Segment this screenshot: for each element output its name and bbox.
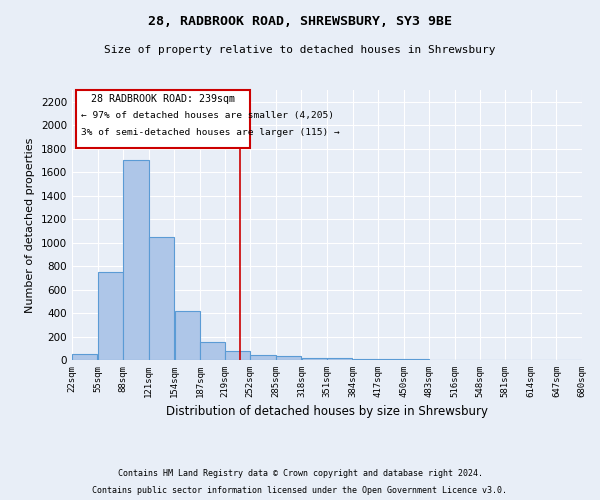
Bar [379,359,404,360]
Bar [302,358,327,360]
X-axis label: Distribution of detached houses by size in Shrewsbury: Distribution of detached houses by size … [166,406,488,418]
Bar [225,350,250,360]
Text: Size of property relative to detached houses in Shrewsbury: Size of property relative to detached ho… [104,45,496,55]
Bar [276,356,301,360]
Text: Contains public sector information licensed under the Open Government Licence v3: Contains public sector information licen… [92,486,508,495]
FancyBboxPatch shape [76,90,250,148]
Bar [124,160,149,360]
Bar [98,272,123,360]
Bar [353,359,378,360]
Text: 3% of semi-detached houses are larger (115) →: 3% of semi-detached houses are larger (1… [81,128,340,137]
Bar [250,354,275,360]
Bar [149,236,174,360]
Text: 28, RADBROOK ROAD, SHREWSBURY, SY3 9BE: 28, RADBROOK ROAD, SHREWSBURY, SY3 9BE [148,15,452,28]
Bar [327,358,352,360]
Text: 28 RADBROOK ROAD: 239sqm: 28 RADBROOK ROAD: 239sqm [91,94,235,104]
Text: Contains HM Land Registry data © Crown copyright and database right 2024.: Contains HM Land Registry data © Crown c… [118,468,482,477]
Bar [175,310,200,360]
Y-axis label: Number of detached properties: Number of detached properties [25,138,35,312]
Bar [200,342,225,360]
Bar [72,354,97,360]
Text: ← 97% of detached houses are smaller (4,205): ← 97% of detached houses are smaller (4,… [81,110,334,120]
